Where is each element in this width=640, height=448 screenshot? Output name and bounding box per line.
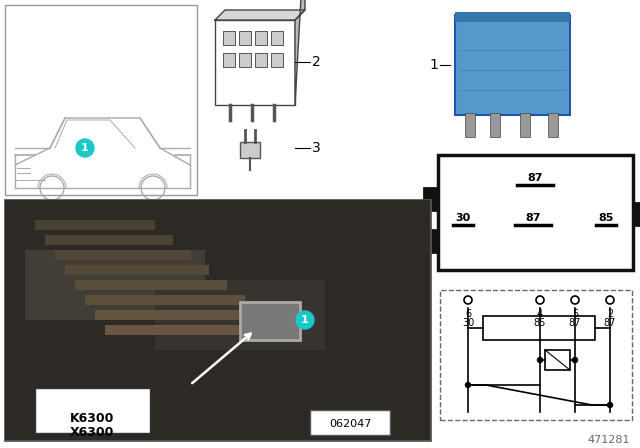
Text: 87: 87 (525, 213, 541, 223)
Bar (5, 5, 197, 195)
Text: 87: 87 (604, 318, 616, 328)
Bar (633, 203, 640, 225)
Text: 471281: 471281 (588, 435, 630, 445)
Circle shape (536, 296, 544, 304)
Polygon shape (215, 10, 305, 20)
Bar (490, 113, 500, 137)
Text: 062047: 062047 (329, 419, 371, 429)
Circle shape (573, 358, 577, 362)
Polygon shape (295, 0, 305, 105)
Circle shape (607, 402, 612, 408)
Bar (271, 53, 283, 67)
Text: 1: 1 (429, 58, 438, 72)
Text: 87: 87 (527, 173, 543, 183)
Bar (255, 31, 267, 45)
Bar (455, 15, 570, 115)
Circle shape (464, 296, 472, 304)
Bar (310, 410, 390, 435)
Circle shape (571, 296, 579, 304)
Text: 2: 2 (607, 309, 613, 319)
Bar (240, 142, 260, 158)
Text: 3: 3 (312, 141, 321, 155)
Bar (271, 31, 283, 45)
Bar (223, 53, 235, 67)
Bar (440, 290, 632, 420)
Bar (240, 302, 300, 340)
Text: 87: 87 (569, 318, 581, 328)
Text: 5: 5 (572, 309, 578, 319)
Bar (465, 113, 475, 137)
Text: 85: 85 (598, 213, 614, 223)
Text: X6300: X6300 (70, 426, 114, 439)
Circle shape (465, 383, 470, 388)
Bar (424, 230, 438, 252)
Bar (520, 113, 530, 137)
Text: 1: 1 (301, 315, 309, 325)
Bar (239, 31, 251, 45)
Text: 1: 1 (81, 143, 89, 153)
Bar (438, 155, 633, 270)
Text: 2: 2 (312, 55, 321, 69)
Text: K6300: K6300 (70, 412, 114, 425)
Bar (5, 200, 430, 440)
Text: 4: 4 (537, 309, 543, 319)
Bar (483, 316, 595, 340)
Bar (255, 53, 267, 67)
Bar (455, 12, 570, 22)
Bar (215, 20, 295, 105)
Text: 6: 6 (465, 309, 471, 319)
Bar (239, 53, 251, 67)
Circle shape (76, 139, 94, 157)
Bar (424, 188, 438, 210)
Circle shape (296, 311, 314, 329)
Bar (35, 388, 150, 433)
Bar (223, 31, 235, 45)
Text: 30: 30 (462, 318, 474, 328)
Circle shape (606, 296, 614, 304)
Text: 30: 30 (456, 213, 470, 223)
Text: 85: 85 (534, 318, 546, 328)
Bar (545, 350, 570, 370)
Circle shape (538, 358, 543, 362)
Bar (548, 113, 558, 137)
